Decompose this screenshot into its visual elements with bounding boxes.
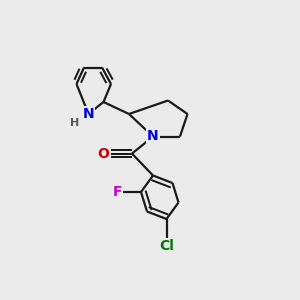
Text: H: H <box>70 118 80 128</box>
Text: Cl: Cl <box>159 239 174 253</box>
Text: N: N <box>147 130 159 143</box>
Text: N: N <box>83 107 94 121</box>
Text: O: O <box>98 147 110 160</box>
Text: F: F <box>112 185 122 199</box>
